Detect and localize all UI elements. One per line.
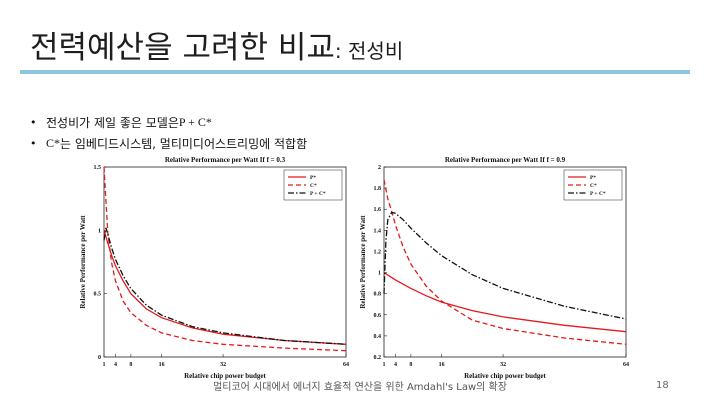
legend-box bbox=[283, 169, 343, 201]
y-tick-label: 0.4 bbox=[374, 334, 382, 340]
y-tick-label: 1.4 bbox=[374, 228, 382, 234]
chart-title: Relative Performance per Watt If f = 0.3 bbox=[165, 156, 286, 164]
x-tick-label: 64 bbox=[623, 362, 629, 368]
chart-title: Relative Performance per Watt If f = 0.9 bbox=[445, 156, 566, 164]
y-tick-label: 2 bbox=[378, 165, 381, 171]
bullet-model-label: P + C* bbox=[178, 115, 212, 129]
legend-label: C* bbox=[310, 183, 317, 189]
bullet-item: • 전성비가 제일 좋은 모델은 P + C* bbox=[30, 112, 307, 133]
slide-title-main: 전력예산을 고려한 비교 bbox=[30, 30, 335, 66]
x-tick-label: 4 bbox=[114, 362, 117, 368]
series-line bbox=[383, 211, 627, 320]
y-tick-label: 0.6 bbox=[374, 313, 382, 319]
legend-label: P + C* bbox=[590, 191, 606, 197]
x-tick-label: 4 bbox=[394, 362, 397, 368]
legend-label: P* bbox=[590, 175, 596, 181]
y-tick-label: 0.2 bbox=[374, 355, 382, 361]
legend-label: P* bbox=[310, 175, 316, 181]
title-underline bbox=[20, 70, 690, 74]
bullet-model-label: C* bbox=[46, 136, 61, 150]
bullet-list: • 전성비가 제일 좋은 모델은 P + C* • C* 는 임베디드시스템, … bbox=[30, 112, 307, 154]
bullet-item: • C* 는 임베디드시스템, 멀티미디어스트리밍에 적합함 bbox=[30, 133, 307, 154]
chart-legend: P* C* P + C* bbox=[283, 169, 343, 201]
x-tick-label: 32 bbox=[500, 362, 506, 368]
y-tick-label: 0 bbox=[98, 355, 101, 361]
y-tick-label: 1 bbox=[98, 228, 101, 234]
x-tick-label: 16 bbox=[439, 362, 445, 368]
bullet-dot-icon: • bbox=[30, 137, 37, 150]
y-tick-label: 1.8 bbox=[374, 186, 382, 192]
chart-right: Relative Performance per Watt If f = 0.9… bbox=[359, 156, 629, 380]
x-axis-label: Relative chip power budget bbox=[464, 372, 546, 380]
legend-box bbox=[563, 169, 623, 201]
chart-legend: P* C* P + C* bbox=[563, 169, 623, 201]
x-tick-label: 8 bbox=[409, 362, 412, 368]
series-line bbox=[103, 227, 347, 345]
y-tick-label: 1 bbox=[378, 271, 381, 277]
page-number: 18 bbox=[656, 380, 669, 391]
series-line bbox=[103, 230, 347, 345]
chart-left: Relative Performance per Watt If f = 0.3… bbox=[79, 156, 349, 380]
bullet-text-suffix: 는 임베디드시스템, 멀티미디어스트리밍에 적합함 bbox=[60, 137, 308, 151]
slide-title: 전력예산을 고려한 비교: 전성비 bbox=[30, 22, 403, 67]
x-tick-label: 16 bbox=[159, 362, 165, 368]
slide-title-sub: : 전성비 bbox=[334, 39, 404, 63]
legend-label: C* bbox=[590, 183, 597, 189]
y-tick-label: 1.6 bbox=[374, 207, 382, 213]
x-tick-label: 1 bbox=[103, 362, 106, 368]
x-tick-label: 64 bbox=[343, 362, 349, 368]
series-line bbox=[103, 166, 347, 352]
y-tick-label: 1.2 bbox=[374, 249, 382, 255]
x-tick-label: 1 bbox=[383, 362, 386, 368]
x-tick-label: 8 bbox=[129, 362, 132, 368]
x-axis-label: Relative chip power budget bbox=[184, 372, 266, 380]
y-tick-label: 1.5 bbox=[94, 165, 102, 171]
y-axis-label: Relative Performance per Watt bbox=[359, 215, 367, 309]
y-axis-label: Relative Performance per Watt bbox=[79, 215, 87, 309]
footer-text: 멀티코어 시대에서 에너지 효율적 연산을 위한 Amdahl's Law의 확… bbox=[213, 382, 507, 393]
legend-label: P + C* bbox=[310, 191, 326, 197]
bullet-text-prefix: 전성비가 제일 좋은 모델은 bbox=[46, 116, 179, 130]
y-tick-label: 0.8 bbox=[374, 292, 382, 298]
x-tick-label: 32 bbox=[220, 362, 226, 368]
series-line bbox=[383, 272, 627, 333]
bullet-dot-icon: • bbox=[30, 116, 37, 129]
y-tick-label: 0.5 bbox=[94, 292, 102, 298]
